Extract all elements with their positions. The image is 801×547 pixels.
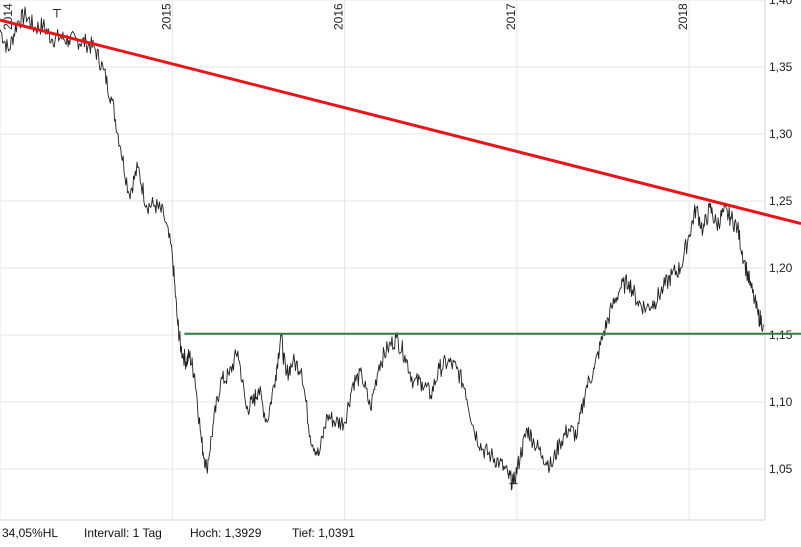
y-tick-label: 1,25 [769, 194, 793, 208]
high-label: Hoch: 1,3929 [190, 526, 262, 540]
low-label: Tief: 1,0391 [292, 526, 355, 540]
y-tick-label: 1,40 [769, 0, 793, 7]
x-tick-label: 2017 [504, 3, 518, 30]
trendlines [0, 18, 801, 335]
chart-grid [0, 0, 766, 521]
x-tick-label: 2016 [332, 3, 346, 30]
x-axis-ticks: 2014 2015 2016 2017 2018 [1, 3, 690, 30]
y-axis-ticks: 1,40 1,35 1,30 1,25 1,20 1,15 1,10 1,05 [769, 0, 793, 476]
high-low-markers [52, 9, 518, 485]
x-tick-label: 2015 [159, 3, 173, 30]
price-line [0, 6, 764, 491]
y-tick-label: 1,05 [769, 462, 793, 476]
price-series [0, 6, 764, 491]
low-marker [509, 475, 518, 485]
high-marker [52, 9, 61, 18]
chart-footer: 34,05%HL Intervall: 1 Tag Hoch: 1,3929 T… [0, 524, 801, 544]
resistance-trendline [0, 18, 801, 226]
x-tick-label: 2014 [1, 3, 15, 30]
x-tick-label: 2018 [676, 3, 690, 30]
y-tick-label: 1,15 [769, 328, 793, 342]
interval-label: Intervall: 1 Tag [84, 526, 162, 540]
y-tick-label: 1,35 [769, 60, 793, 74]
range-label: 34,05%HL [2, 526, 59, 540]
y-tick-label: 1,10 [769, 395, 793, 409]
y-tick-label: 1,30 [769, 127, 793, 141]
y-tick-label: 1,20 [769, 261, 793, 275]
